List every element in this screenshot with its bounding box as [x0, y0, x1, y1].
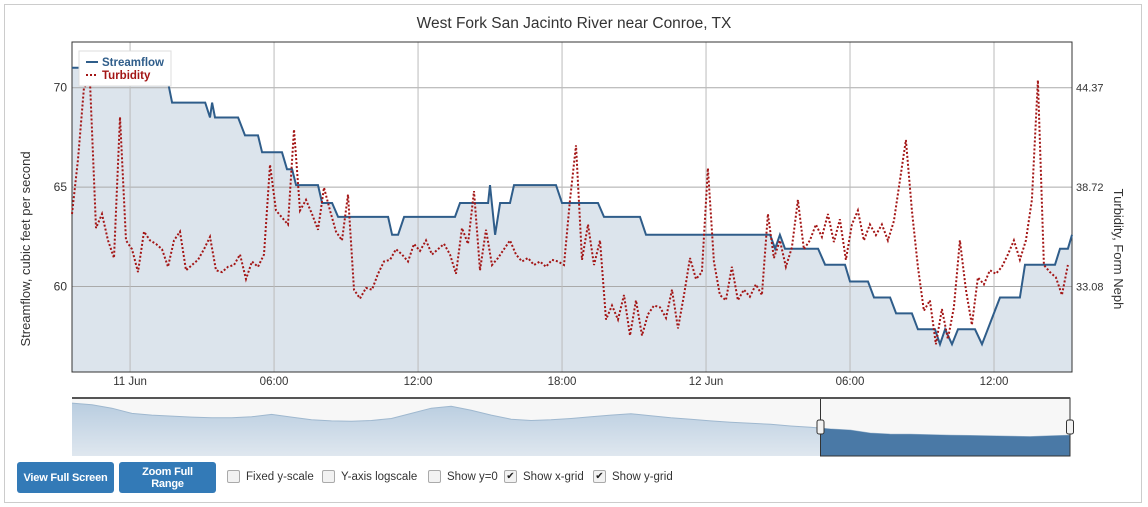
y-tick-label: 65	[54, 180, 68, 194]
checkbox-label: Show y=0	[447, 470, 498, 483]
x-tick-label: 06:00	[836, 376, 865, 388]
y2-axis-label: Turbidity, Form Neph	[1111, 189, 1126, 310]
checkbox-fixed-y-scale[interactable]: Fixed y-scale	[227, 470, 314, 483]
checkbox-box[interactable]	[428, 470, 441, 483]
chart-title: West Fork San Jacinto River near Conroe,…	[417, 15, 732, 32]
y2-tick-label: 38.72	[1076, 182, 1104, 194]
x-tick-label: 06:00	[260, 376, 289, 388]
streamflow-area	[72, 67, 1072, 373]
x-tick-label: 12 Jun	[689, 376, 724, 388]
navigator-left-handle[interactable]	[816, 419, 825, 435]
checkbox-box[interactable]: ✔	[593, 470, 606, 483]
checkbox-y-axis-logscale[interactable]: Y-axis logscale	[322, 470, 417, 483]
legend-streamflow-label[interactable]: Streamflow	[102, 57, 164, 69]
y-tick-label: 60	[54, 280, 68, 294]
x-tick-label: 11 Jun	[113, 376, 147, 388]
checkbox-box[interactable]: ✔	[504, 470, 517, 483]
checkbox-label: Y-axis logscale	[341, 470, 418, 483]
x-tick-label: 12:00	[980, 376, 1009, 388]
turbidity-line	[71, 79, 1069, 345]
view-full-screen-button[interactable]: View Full Screen	[17, 462, 114, 493]
legend: Streamflow Turbidity	[78, 50, 172, 87]
checkbox-box[interactable]	[227, 470, 240, 483]
y-axis-label: Streamflow, cubic feet per second	[18, 151, 33, 346]
navigator[interactable]	[71, 397, 1074, 457]
checkbox-label: Show x-grid	[523, 470, 584, 483]
checkbox-label: Show y-grid	[612, 470, 673, 483]
x-tick-label: 18:00	[548, 376, 577, 388]
plot-border	[71, 41, 1073, 373]
checkbox-box[interactable]	[322, 470, 335, 483]
y2-tick-label: 44.37	[1076, 83, 1104, 95]
zoom-full-range-button[interactable]: Zoom Full Range	[119, 462, 216, 493]
y2-tick-label: 33.08	[1076, 282, 1104, 294]
checkbox-label: Fixed y-scale	[246, 470, 314, 483]
legend-turbidity-label[interactable]: Turbidity	[102, 70, 151, 82]
navigator-selected-area	[820, 428, 1070, 456]
checkbox-show-y0[interactable]: Show y=0	[428, 470, 498, 483]
checkbox-show-x-grid[interactable]: ✔ Show x-grid	[504, 470, 584, 483]
checkbox-show-y-grid[interactable]: ✔ Show y-grid	[593, 470, 673, 483]
y-tick-label: 70	[54, 81, 68, 95]
chart: West Fork San Jacinto River near Conroe,…	[18, 15, 1126, 457]
x-tick-label: 12:00	[404, 376, 433, 388]
navigator-right-handle[interactable]	[1066, 419, 1074, 435]
